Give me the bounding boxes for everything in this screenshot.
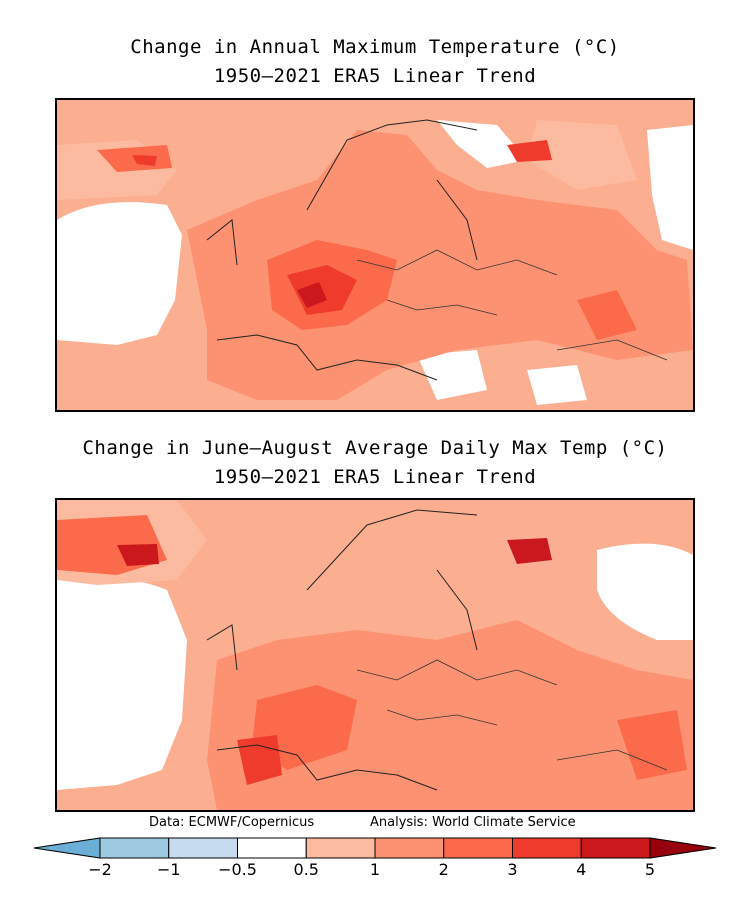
colorbar-segment [374,837,445,859]
colorbar-segment [512,837,582,859]
colorbar-tick-label: 3 [507,860,518,879]
map2-title: Change in June–August Average Daily Max … [82,437,668,459]
data-credit: Data: ECMWF/Copernicus [149,815,315,830]
colorbar-tick-label: −1 [156,860,181,879]
jja-max-temp-map [55,498,695,812]
colorbar-arrow-left [33,837,101,859]
map1-subtitle: 1950–2021 ERA5 Linear Trend [213,65,537,87]
colorbar-segment [443,837,513,859]
colorbar-segment [99,837,170,859]
analysis-credit: Analysis: World Climate Service [370,815,576,830]
colorbar-segment [168,837,238,859]
annual-max-temp-map [55,98,695,412]
colorbar [33,837,717,859]
colorbar-segment [580,837,651,859]
map2-subtitle: 1950–2021 ERA5 Linear Trend [213,466,537,488]
colorbar-segment [237,837,307,859]
colorbar-tick-label: 0.5 [293,860,319,879]
colorbar-segment [305,837,376,859]
colorbar-tick-label: −2 [88,860,112,879]
colorbar-tick-label: 1 [369,860,381,879]
map1-title: Change in Annual Maximum Temperature (°C… [130,36,620,58]
colorbar-tick-label: 5 [644,860,656,879]
colorbar-tick-label: 2 [438,860,449,879]
colorbar-arrow-right [649,837,717,859]
colorbar-tick-label: −0.5 [218,860,257,879]
colorbar-tick-label: 4 [576,860,587,879]
